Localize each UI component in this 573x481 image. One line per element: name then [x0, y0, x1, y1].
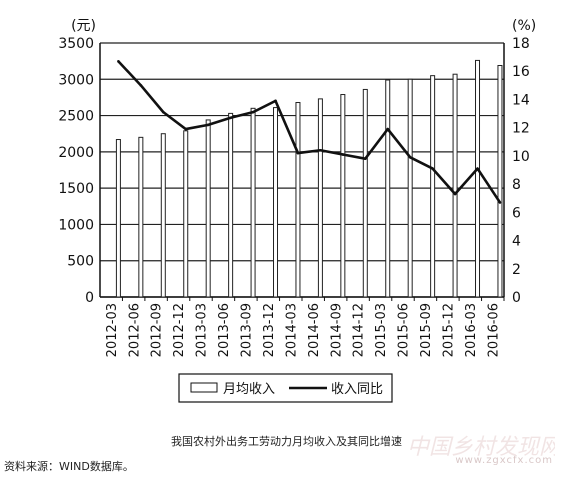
line-point [296, 151, 300, 155]
line-point [319, 148, 322, 152]
bar [340, 94, 346, 298]
left-tick-label: 3000 [58, 72, 94, 88]
left-tick-label: 2500 [58, 109, 94, 125]
x-tick-label: 2016-06 [486, 303, 501, 357]
bar [407, 78, 413, 298]
legend-bar-swatch [190, 382, 218, 393]
x-tick-label: 2015-09 [419, 303, 434, 357]
x-tick-label: 2014-03 [284, 303, 299, 357]
bar [115, 139, 121, 298]
left-tick-label: 1500 [58, 181, 94, 197]
line-point [363, 157, 367, 161]
legend-bar-label: 月均收入 [223, 382, 275, 397]
x-tick-label: 2012-03 [105, 303, 120, 357]
right-tick-label: 12 [512, 121, 530, 137]
legend-line-label: 收入同比 [331, 382, 383, 397]
left-tick-label: 1000 [58, 217, 94, 233]
bar [362, 88, 368, 298]
line-point [251, 110, 255, 114]
right-tick-label: 8 [512, 177, 521, 193]
x-tick-label: 2015-12 [442, 303, 457, 357]
x-tick-label: 2014-12 [352, 303, 367, 357]
x-tick-label: 2013-12 [262, 303, 277, 357]
line-point [408, 156, 412, 159]
watermark-url: www.zgxcfx.com [455, 455, 553, 466]
watermark-logo: 中国乡村发现网 [407, 435, 555, 460]
line-point [139, 84, 143, 87]
bar [497, 64, 503, 298]
line-point [117, 60, 120, 63]
bar [295, 102, 301, 298]
bar [475, 59, 481, 298]
line-point [184, 127, 188, 131]
right-tick-label: 2 [512, 262, 521, 278]
right-axis-unit: (%) [512, 18, 536, 34]
line-point [206, 123, 210, 127]
bar [430, 75, 436, 298]
x-tick-label: 2013-09 [240, 303, 255, 357]
line-point [341, 153, 345, 156]
bar [205, 119, 211, 298]
right-tick-label: 6 [512, 205, 521, 221]
right-tick-label: 16 [512, 64, 530, 80]
x-tick-label: 2014-06 [307, 303, 322, 357]
x-tick-label: 2012-06 [127, 303, 142, 357]
right-tick-label: 10 [512, 149, 530, 165]
x-tick-label: 2015-03 [374, 303, 389, 357]
line-point [161, 110, 165, 114]
line-point [274, 99, 277, 103]
watermark-title: 中国乡村发现网 [407, 435, 555, 460]
x-tick-label: 2014-09 [329, 303, 344, 357]
bar [183, 130, 189, 298]
line-point [498, 201, 502, 204]
bar [160, 133, 166, 298]
line-point [386, 127, 390, 131]
right-tick-label: 0 [512, 290, 521, 306]
right-tick-label: 14 [512, 92, 530, 108]
bar [250, 107, 256, 298]
chart: 0 500 1000 1500 2000 2500 3000 3500 0 2 4 6 8 10 12 14 1… [58, 18, 536, 403]
x-tick-label: 2012-09 [150, 303, 165, 357]
source-note: 资料来源：WIND数据库。 [4, 460, 134, 473]
left-tick-label: 3500 [58, 36, 94, 52]
line-point [453, 192, 457, 196]
bar [452, 73, 458, 298]
bar [273, 107, 279, 298]
x-tick-label: 2013-06 [217, 303, 232, 357]
x-tick-label: 2013-03 [195, 303, 210, 357]
line-series [117, 60, 502, 204]
left-axis-unit: (元) [71, 18, 96, 34]
bar [317, 98, 323, 298]
x-tick-label: 2015-06 [397, 303, 412, 357]
right-tick-label: 4 [512, 234, 521, 250]
bar [385, 79, 391, 298]
left-tick-label: 500 [67, 254, 94, 270]
chart-caption: 我国农村外出务工劳动力月均收入及其同比增速 [171, 435, 402, 448]
right-tick-label: 18 [512, 36, 530, 52]
line-point [229, 116, 232, 120]
line-point [431, 167, 434, 170]
x-tick-label: 2016-03 [464, 303, 479, 357]
x-tick-label: 2012-12 [172, 303, 187, 357]
line-point [476, 167, 479, 170]
bar [138, 136, 144, 298]
left-tick-label: 0 [85, 290, 94, 306]
left-tick-label: 2000 [58, 145, 94, 161]
bar [228, 112, 234, 298]
